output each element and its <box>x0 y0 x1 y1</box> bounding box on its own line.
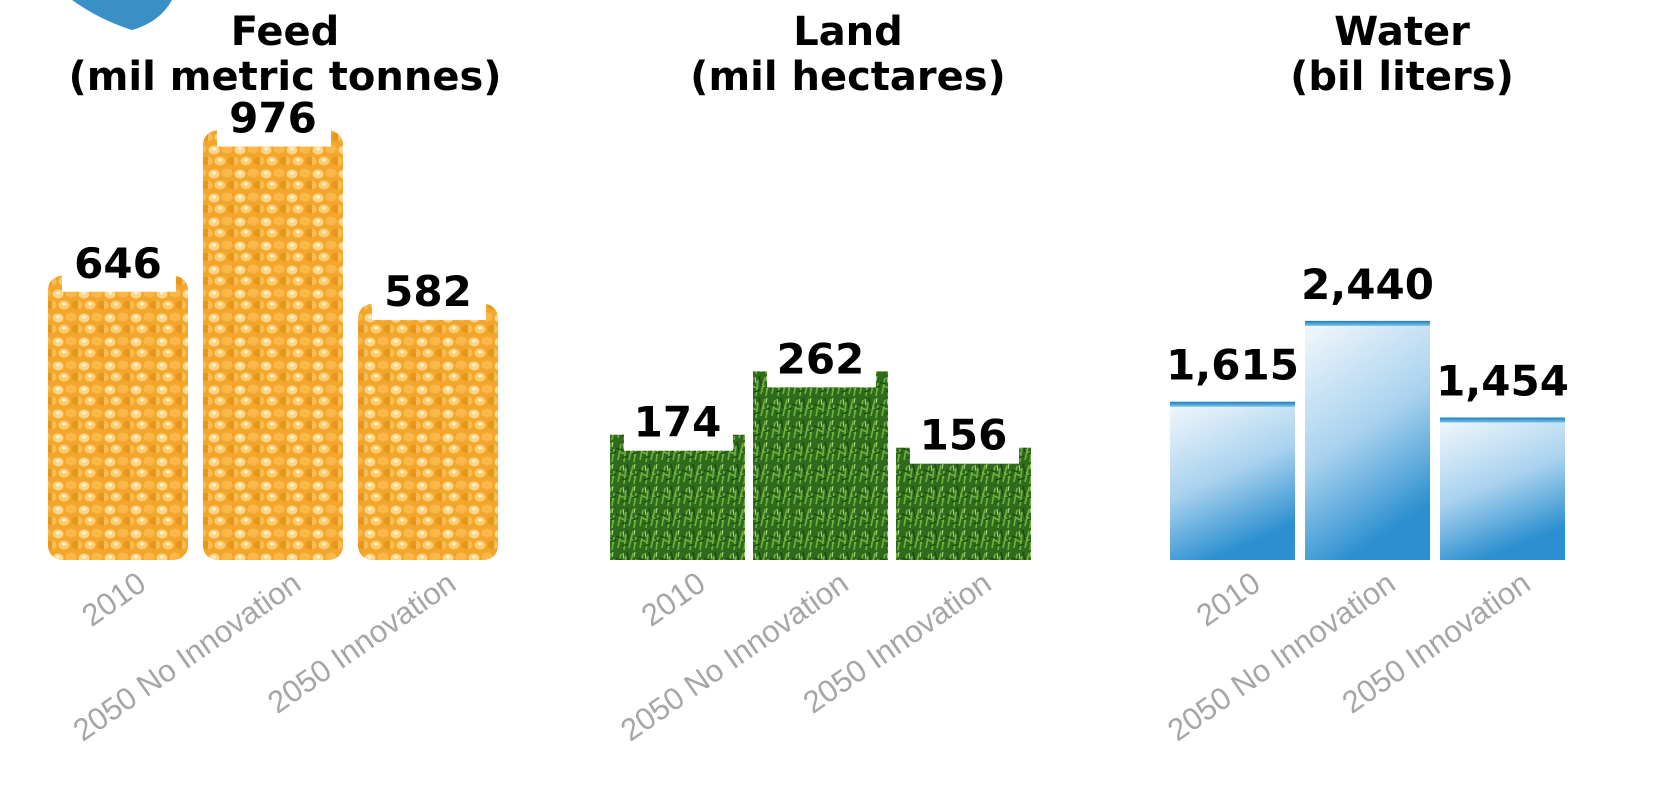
chart-title: Land (mil hectares) <box>690 9 1006 100</box>
chart-title: Feed (mil metric tonnes) <box>68 9 501 100</box>
chart-title-line: Feed <box>231 9 340 55</box>
chart-2: Water (bil liters) 1,615 2010 2,440 2050 No I… <box>1161 9 1569 748</box>
bar-water-surface <box>1170 401 1295 407</box>
bar <box>1170 401 1295 560</box>
value-label: 1,454 <box>1436 357 1569 406</box>
value-label: 156 <box>920 411 1008 460</box>
category-tick-label: 2050 No Innovation <box>1161 565 1401 748</box>
chart-title-line: (bil liters) <box>1290 54 1514 100</box>
value-label-background <box>624 394 733 451</box>
bar <box>610 434 745 560</box>
value-label: 976 <box>229 94 317 143</box>
value-label: 646 <box>74 239 162 288</box>
bar <box>358 303 498 560</box>
value-label-background <box>910 407 1019 464</box>
corner-badge-shape <box>72 0 172 30</box>
chart-title-line: (mil hectares) <box>690 54 1006 100</box>
bar <box>896 447 1031 560</box>
value-label: 1,615 <box>1166 341 1299 390</box>
value-label-background <box>372 263 486 320</box>
bar <box>753 371 888 560</box>
value-label-background <box>217 90 331 147</box>
bar <box>203 130 343 560</box>
value-label: 2,440 <box>1301 260 1434 309</box>
category-tick-label: 2010 <box>635 565 712 633</box>
value-label: 262 <box>777 334 865 383</box>
chart-title: Water (bil liters) <box>1290 9 1514 100</box>
bar <box>48 275 188 560</box>
value-label-background <box>767 331 876 388</box>
category-tick-label: 2010 <box>75 565 152 633</box>
chart-1: Land (mil hectares) 174 2010 262 2050 No Inno… <box>610 9 1031 748</box>
chart-title-line: Water <box>1334 9 1470 55</box>
bar-water-surface <box>1440 417 1565 423</box>
bar <box>1305 320 1430 560</box>
category-tick-label: 2010 <box>1190 565 1267 633</box>
category-tick-label: 2050 No Innovation <box>614 565 854 748</box>
value-label: 174 <box>634 398 722 447</box>
bar-water-surface <box>1305 320 1430 326</box>
chart-title-line: Land <box>793 9 903 55</box>
value-label: 582 <box>384 267 472 316</box>
value-label-background <box>62 235 176 292</box>
bar <box>1440 417 1565 560</box>
